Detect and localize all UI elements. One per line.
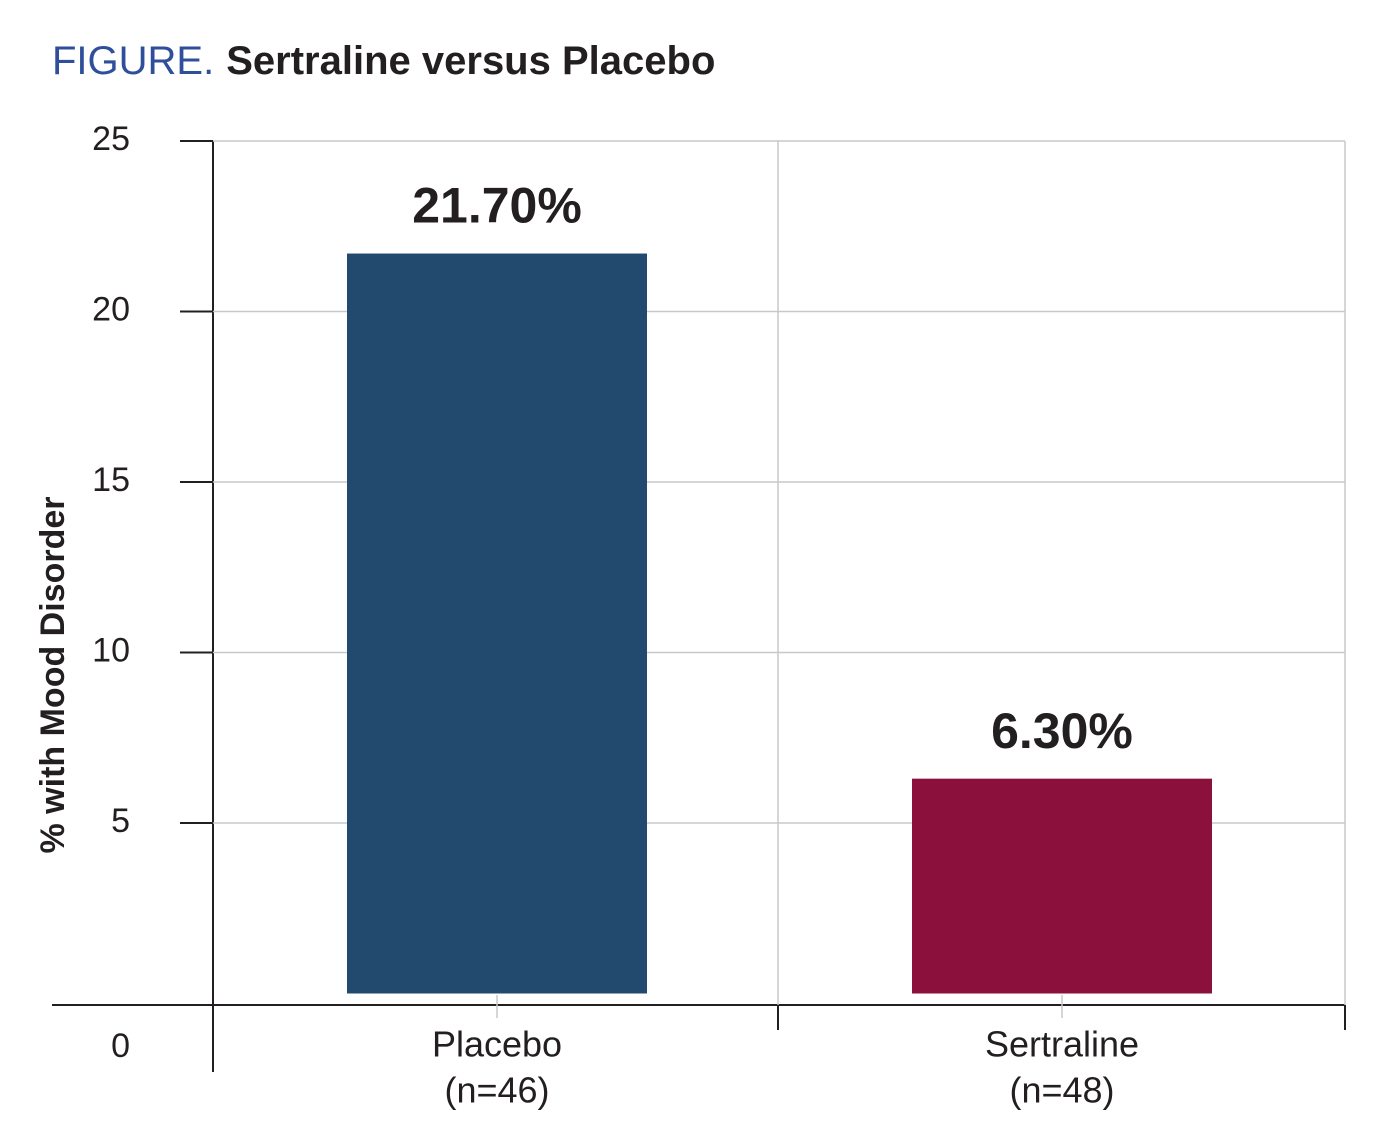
y-tick-label: 15 [92, 461, 130, 499]
title-prefix: FIGURE. [52, 39, 214, 83]
y-tick-label: 20 [92, 290, 130, 328]
y-axis-label: % with Mood Disorder [34, 497, 72, 854]
y-tick-label: 25 [92, 120, 130, 158]
value-label: 6.30% [991, 703, 1133, 759]
x-tick-label: Placebo [432, 1024, 562, 1065]
bar [912, 778, 1212, 994]
y-tick-label: 10 [92, 631, 130, 669]
y-tick-label: 0 [111, 1027, 130, 1065]
x-tick-label: Sertraline [985, 1024, 1139, 1065]
value-label: 21.70% [412, 178, 582, 234]
chart-title: FIGURE. Sertraline versus Placebo [52, 39, 715, 83]
x-tick-sublabel: (n=46) [444, 1070, 549, 1111]
bar [347, 253, 647, 994]
title-text: Sertraline versus Placebo [226, 39, 715, 83]
x-tick-sublabel: (n=48) [1009, 1070, 1114, 1111]
y-tick-label: 5 [111, 802, 130, 840]
